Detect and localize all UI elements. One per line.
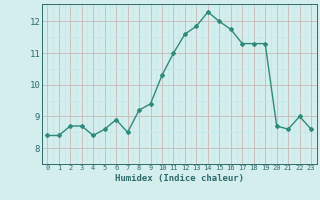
X-axis label: Humidex (Indice chaleur): Humidex (Indice chaleur): [115, 174, 244, 183]
